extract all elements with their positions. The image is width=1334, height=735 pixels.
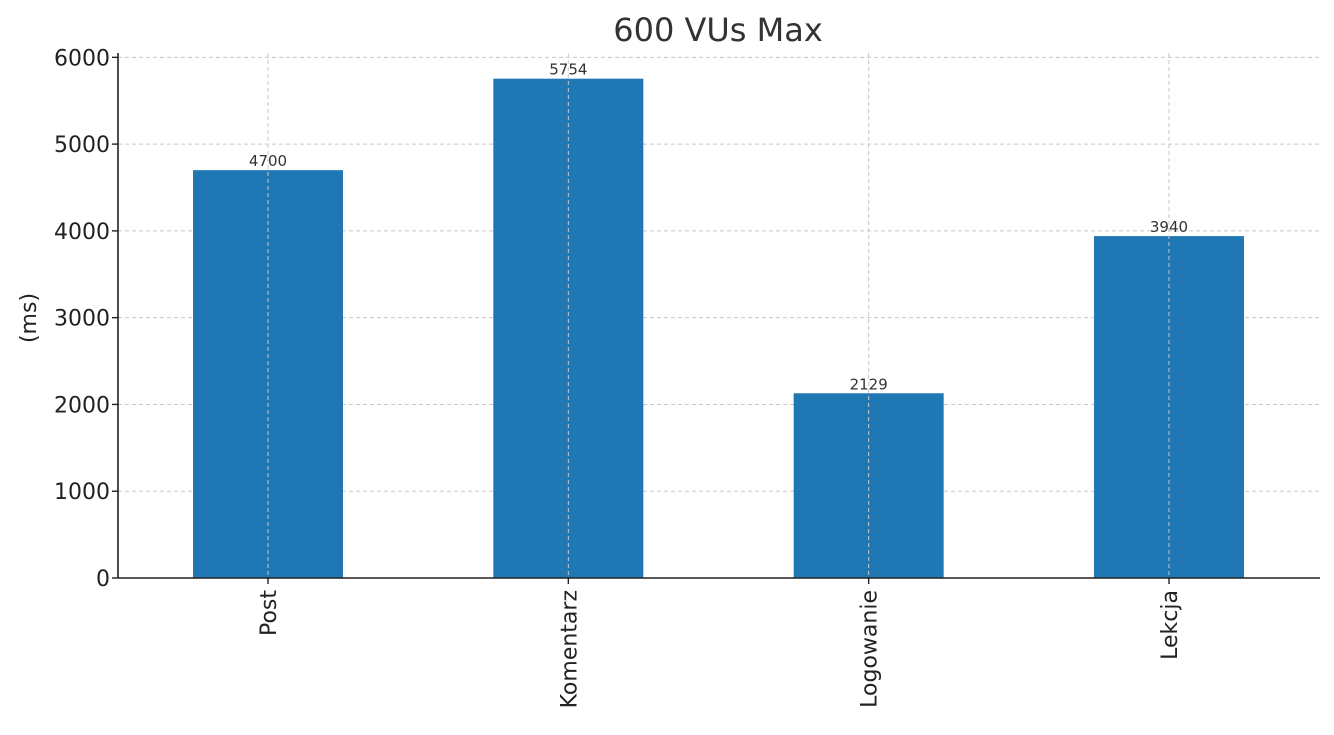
y-tick-label: 1000: [54, 480, 110, 505]
x-tick-label: Komentarz: [557, 590, 582, 708]
y-tick-label: 4000: [54, 220, 110, 245]
y-tick-label: 6000: [54, 46, 110, 71]
x-tick-label: Lekcja: [1158, 590, 1183, 660]
x-tick-label: Post: [257, 590, 282, 636]
data-label: 3940: [1150, 218, 1188, 236]
data-label: 4700: [249, 152, 287, 170]
data-labels-layer: 4700 5754 2129 3940: [249, 61, 1188, 394]
axes-layer: [117, 53, 1320, 579]
y-axis-label: (ms): [17, 293, 42, 343]
data-label: 5754: [549, 61, 587, 79]
ticks-layer: 0 1000 2000 3000 4000 5000 6000 Post Komentarz Lo…: [54, 46, 1183, 708]
x-tick-label: Logowanie: [858, 590, 883, 708]
y-tick-label: 2000: [54, 393, 110, 418]
y-tick-label: 3000: [54, 307, 110, 332]
bars-layer: [193, 78, 1244, 579]
y-tick-label: 5000: [54, 133, 110, 158]
chart-title: 600 VUs Max: [613, 11, 823, 49]
y-tick-label: 0: [96, 567, 110, 592]
data-label: 2129: [850, 375, 888, 393]
